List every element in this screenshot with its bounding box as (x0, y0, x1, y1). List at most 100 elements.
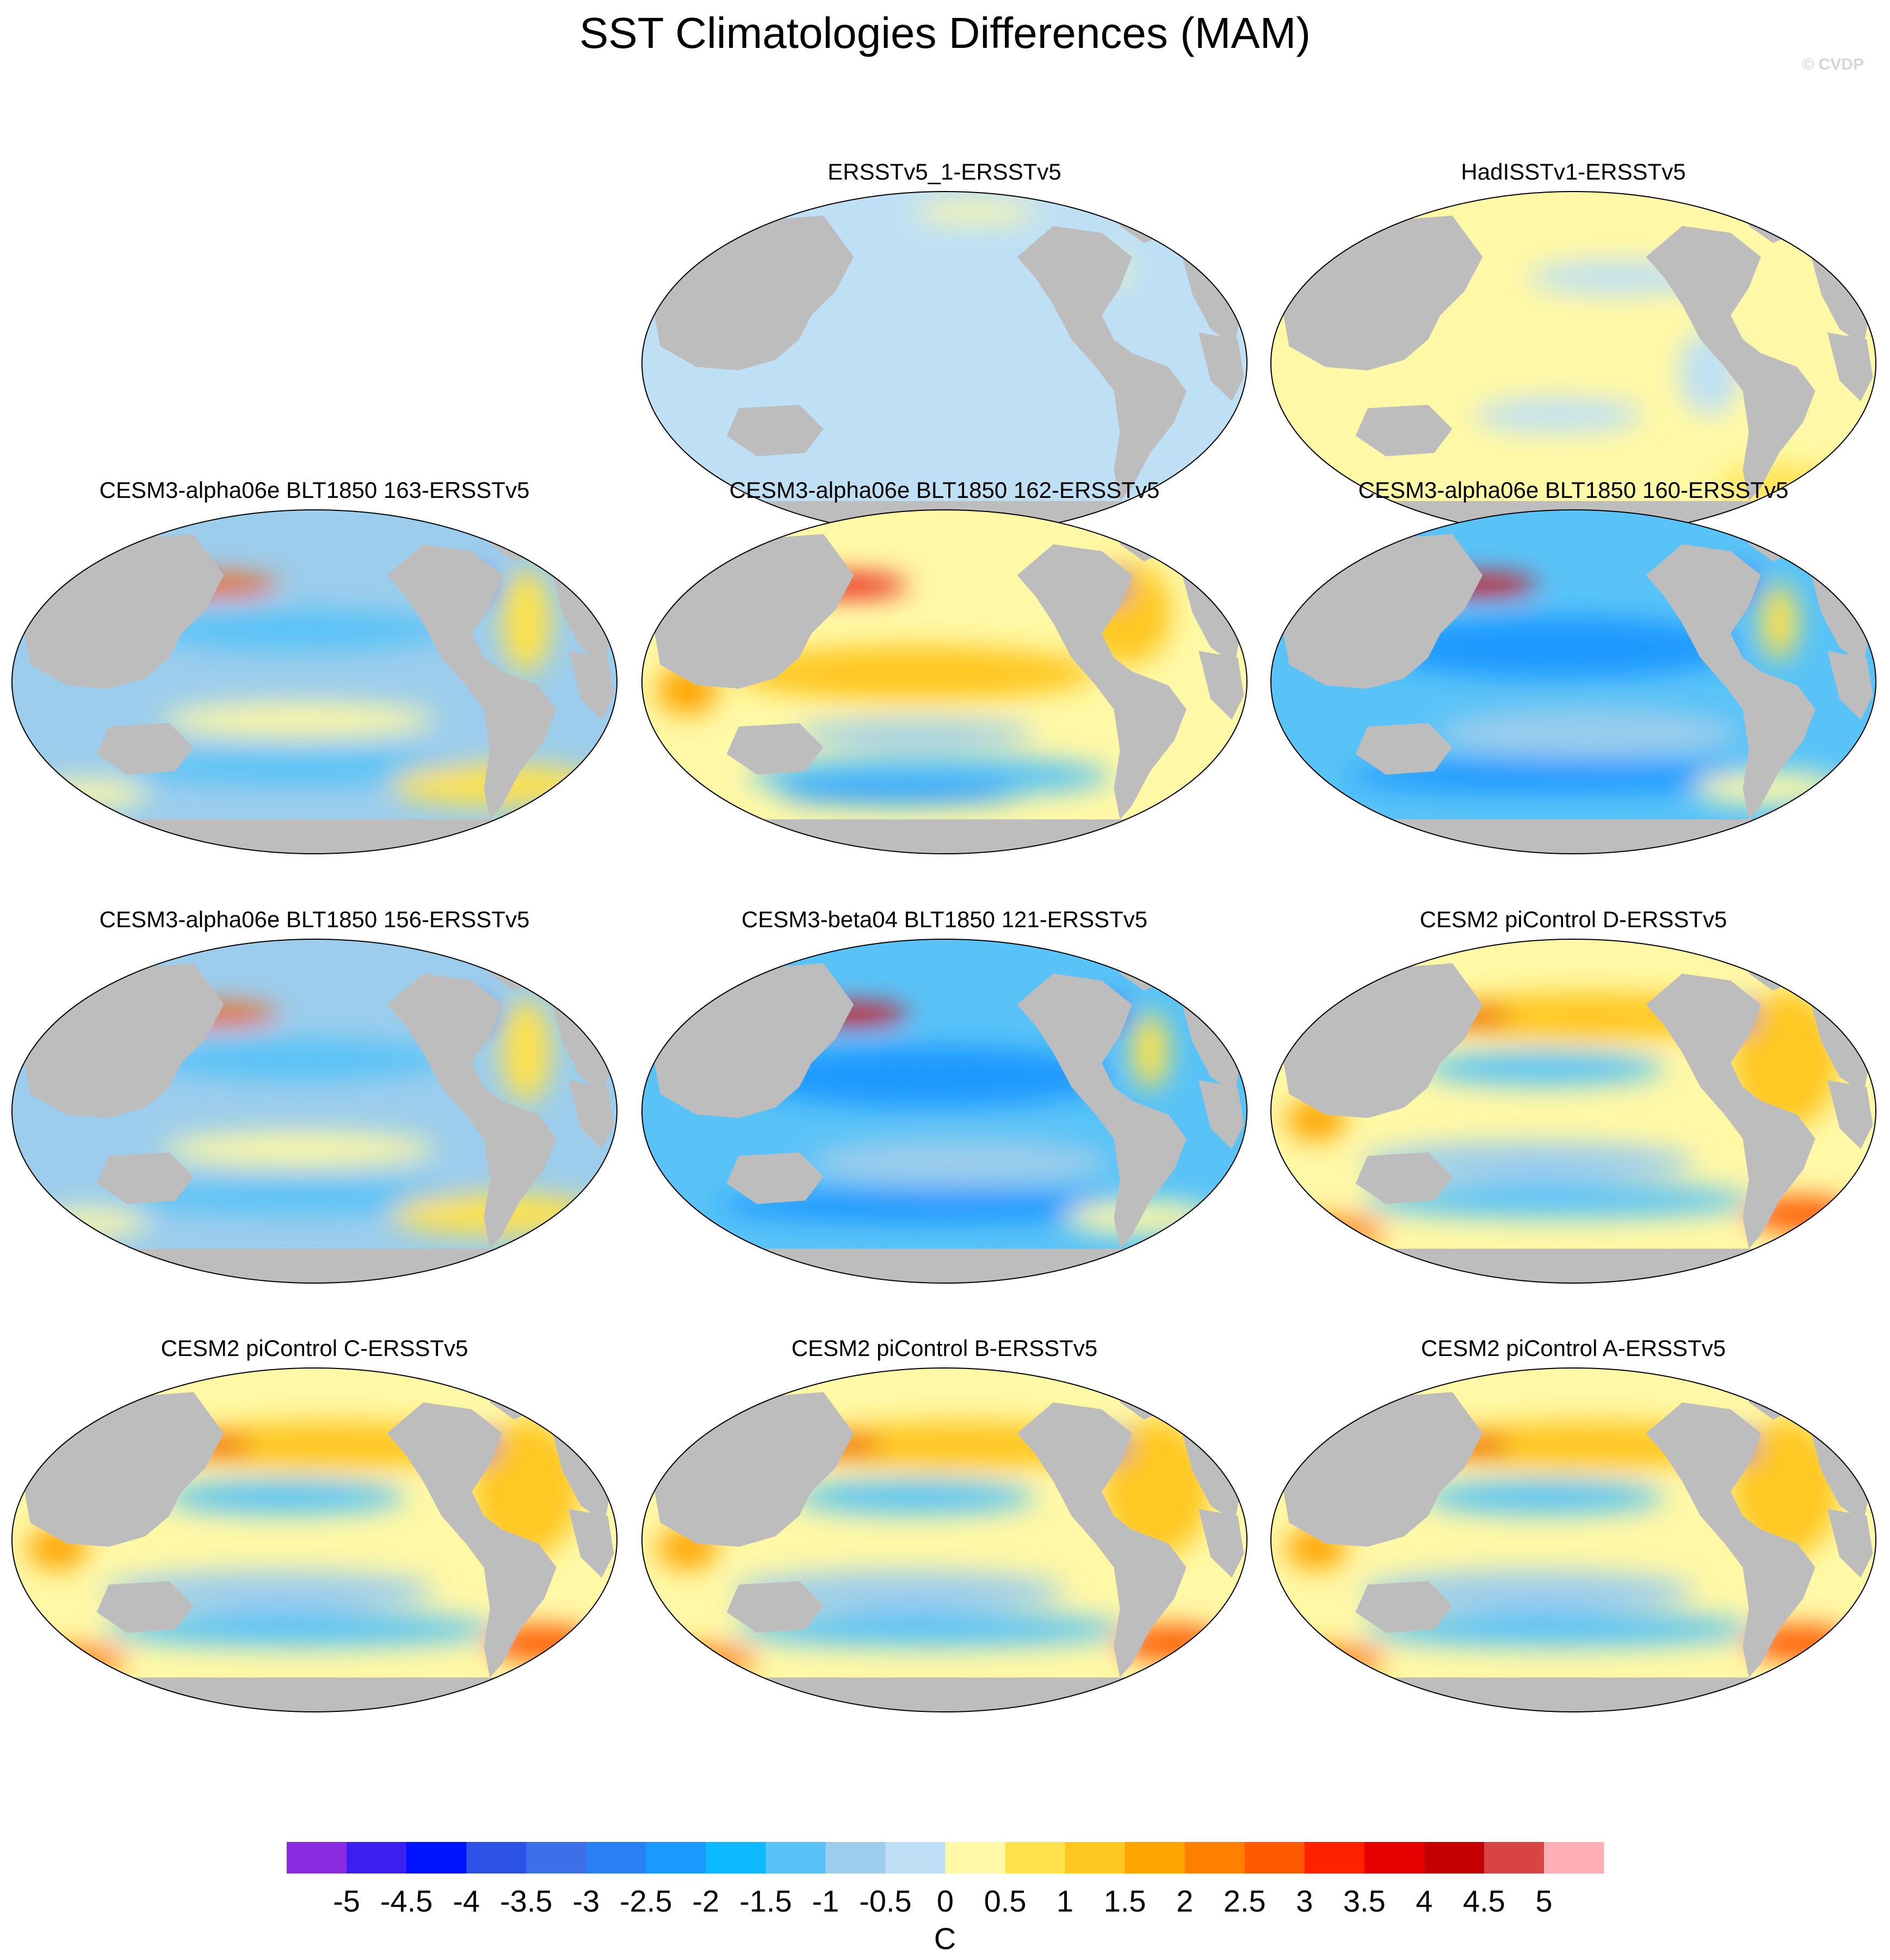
panel-title: CESM2 piControl B-ERSSTv5 (792, 1335, 1098, 1361)
bias-region (778, 783, 1020, 804)
ocean-field (642, 939, 1247, 1283)
bias-region (1277, 1217, 1386, 1246)
bias-region (1102, 1419, 1211, 1557)
bias-region (1422, 1051, 1664, 1086)
bias-region (793, 719, 1035, 748)
colorbar-tick-labels: -5 -4.5 -4 -3.5 -3 -2.5 -2 -1.5 -1 -0.5 0 0.5 1 1.5 2 2… (333, 1884, 1552, 1918)
land-africa (1199, 1509, 1244, 1577)
colorbar-tick: 2.5 (1224, 1884, 1266, 1918)
land-americas (1017, 544, 1186, 819)
colorbar-swatch (406, 1842, 467, 1873)
colorbar-tick: 3.5 (1343, 1884, 1386, 1918)
ocean-field (642, 510, 1247, 854)
colorbar-swatch (526, 1842, 586, 1873)
colorbar-swatch (1244, 1842, 1305, 1873)
land-americas (1646, 1402, 1815, 1678)
land-americas (387, 1402, 556, 1678)
land-africa (1199, 1080, 1244, 1149)
land-americas (1646, 226, 1815, 501)
land-antarctica (12, 1249, 617, 1283)
colorbar-tick: -5 (333, 1884, 360, 1918)
bias-region (163, 702, 436, 737)
figure-title: SST Climatologies Differences (MAM) (579, 9, 1311, 57)
bias-region (1361, 1612, 1755, 1647)
land-africa (569, 1509, 614, 1577)
bias-region (1132, 1013, 1169, 1089)
colorbar-tick: 4 (1416, 1884, 1432, 1918)
land-americas (1646, 544, 1815, 819)
bias-region (732, 645, 1096, 701)
bias-region (1437, 709, 1740, 758)
colorbar-swatch (347, 1842, 407, 1873)
bias-region (148, 609, 451, 651)
panel-title: CESM3-alpha06e BLT1850 163-ERSSTv5 (100, 477, 530, 503)
colorbar-swatch (706, 1842, 766, 1873)
panel-title: HadISSTv1-ERSSTv5 (1461, 159, 1685, 184)
map-outline (11, 1367, 617, 1712)
map-outline (11, 509, 617, 854)
colorbar-swatch (1304, 1842, 1365, 1873)
land-australia (1356, 405, 1453, 457)
colorbar-tick: -1.5 (739, 1884, 792, 1918)
map-panel: CESM2 piControl A-ERSSTv5 (1270, 1335, 1876, 1712)
bias-region (1761, 583, 1798, 660)
colorbar-tick: -1 (812, 1884, 839, 1918)
land-antarctica (1271, 1678, 1876, 1712)
colorbar-swatch (1484, 1842, 1545, 1873)
colorbar-tick: -3.5 (500, 1884, 553, 1918)
colorbar: -5 -4.5 -4 -3.5 -3 -2.5 -2 -1.5 -1 -0.5 0 0.5 1 1.5 2 2… (287, 1842, 1604, 1956)
colorbar-tick: 4.5 (1463, 1884, 1505, 1918)
credit-label: © CVDP (1802, 56, 1864, 73)
map-panel: CESM3-beta04 BLT1850 121-ERSSTv5 (641, 907, 1247, 1284)
land-antarctica (642, 1249, 1247, 1283)
colorbar-swatch (1125, 1842, 1185, 1873)
colorbar-tick: -2.5 (620, 1884, 672, 1918)
land-australia (97, 723, 194, 775)
bias-region (1731, 1419, 1840, 1557)
land-australia (1356, 723, 1453, 775)
colorbar-swatch (1424, 1842, 1485, 1873)
land-antarctica (1271, 1249, 1876, 1283)
map-outline (1270, 939, 1876, 1284)
panel-title: CESM3-alpha06e BLT1850 160-ERSSTv5 (1358, 477, 1789, 503)
map-panel: CESM3-alpha06e BLT1850 156-ERSSTv5 (11, 907, 617, 1284)
land-australia (97, 1581, 194, 1633)
bias-region (472, 1419, 581, 1557)
bias-region (1376, 616, 1740, 679)
colorbar-tick: -0.5 (859, 1884, 912, 1918)
panel-title: CESM3-beta04 BLT1850 121-ERSSTv5 (742, 907, 1147, 932)
land-americas (1017, 973, 1186, 1249)
ocean-field (642, 192, 1247, 535)
bias-region (118, 750, 481, 785)
colorbar-swatch (1065, 1842, 1126, 1873)
land-antarctica (642, 819, 1247, 854)
land-africa (1199, 651, 1244, 719)
bias-region (1422, 1480, 1664, 1514)
land-antarctica (12, 819, 617, 854)
bias-region (793, 1480, 1035, 1514)
colorbar-swatch (885, 1842, 946, 1873)
map-panel: CESM3-alpha06e BLT1850 162-ERSSTv5 (641, 477, 1247, 854)
panel-title: CESM3-alpha06e BLT1850 162-ERSSTv5 (730, 477, 1160, 503)
map-panel: CESM2 piControl C-ERSSTv5 (11, 1335, 617, 1712)
map-panel: CESM2 piControl D-ERSSTv5 (1270, 907, 1876, 1284)
colorbar-swatch (825, 1842, 886, 1873)
map-outline (11, 939, 617, 1284)
ocean-field (1271, 510, 1876, 854)
colorbar-swatch (466, 1842, 527, 1873)
map-outline (641, 939, 1247, 1284)
colorbar-swatch (765, 1842, 826, 1873)
land-australia (97, 1152, 194, 1204)
bias-region (502, 570, 551, 674)
colorbar-tick: 5 (1535, 1884, 1552, 1918)
bias-region (1473, 398, 1643, 433)
bias-region (102, 1612, 496, 1647)
ocean-field (12, 1368, 617, 1712)
bias-region (118, 1180, 481, 1215)
land-americas (1017, 226, 1186, 501)
ocean-field (642, 1368, 1247, 1712)
land-africa (569, 651, 614, 719)
bias-region (148, 1039, 451, 1081)
land-africa (1827, 332, 1873, 401)
map-panel: CESM3-alpha06e BLT1850 160-ERSSTv5 (1270, 477, 1876, 854)
